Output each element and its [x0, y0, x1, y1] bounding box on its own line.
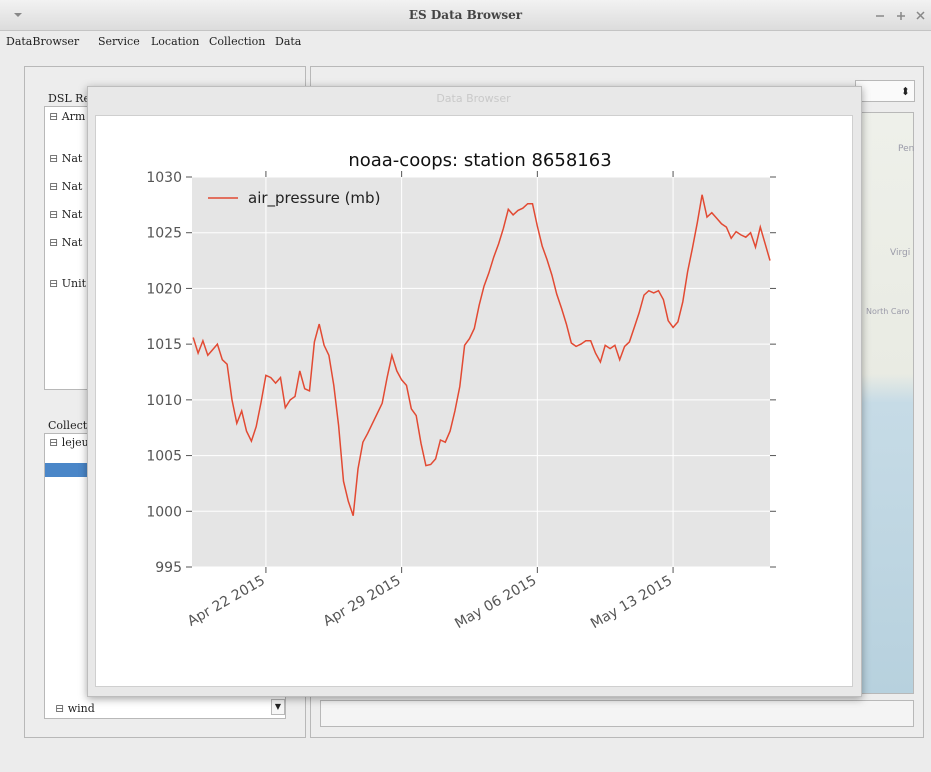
screen: ES Data Browser DataBrowser Service Loca…	[0, 0, 931, 772]
chart-title: noaa-coops: station 8658163	[348, 150, 611, 171]
chart: noaa-coops: station 8658163 995 1000 1005 1…	[0, 0, 931, 772]
y-tick-label: 1030	[146, 170, 182, 186]
y-tick-label: 995	[155, 560, 182, 576]
y-tick-label: 1005	[146, 449, 182, 465]
legend-label: air_pressure (mb)	[248, 189, 380, 208]
x-tick-label: May 06 2015	[452, 573, 539, 633]
y-tick-label: 1015	[146, 337, 182, 353]
y-tick-label: 1020	[146, 281, 182, 297]
y-tick-label: 1025	[146, 226, 182, 242]
x-tick-label: Apr 22 2015	[185, 573, 268, 630]
y-tick-label: 1010	[146, 393, 182, 409]
plot-area	[192, 177, 770, 567]
y-tick-label: 1000	[146, 504, 182, 520]
x-tick-label: May 13 2015	[588, 573, 675, 633]
x-tick-label: Apr 29 2015	[321, 573, 404, 630]
